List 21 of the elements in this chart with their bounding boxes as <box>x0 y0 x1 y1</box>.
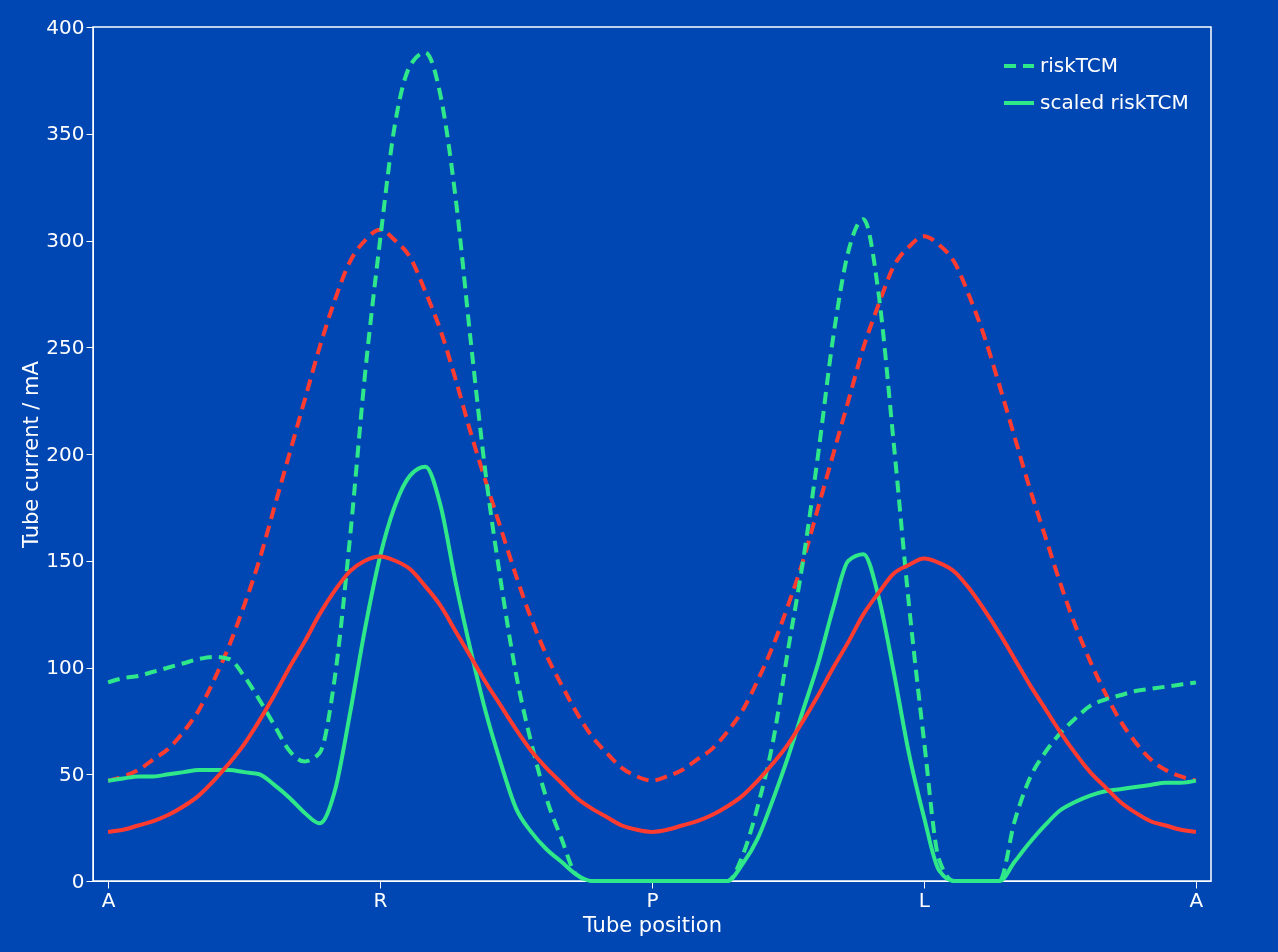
y-tick-label: 350 <box>46 121 85 146</box>
y-tick-label: 200 <box>46 441 85 466</box>
line-series <box>106 554 1198 834</box>
y-tick-label: 250 <box>46 334 85 359</box>
line-series <box>106 227 1198 783</box>
y-tick-label: 400 <box>46 14 85 39</box>
y-axis-title: Tube current / mA <box>19 360 44 549</box>
x-tick-label: A <box>101 887 116 912</box>
x-axis-title: Tube position <box>581 912 723 937</box>
x-tick-label: L <box>918 887 931 912</box>
x-tick-label: R <box>373 887 388 912</box>
y-tick-label: 300 <box>46 228 85 252</box>
y-tick-label: 150 <box>46 548 85 573</box>
legend-label: scaled riskTCM <box>1040 90 1189 114</box>
y-tick-label: 100 <box>46 655 85 679</box>
y-tick-label: 0 <box>71 868 85 893</box>
x-tick-label: P <box>646 887 659 912</box>
line-series <box>106 50 1198 883</box>
legend-label: riskTCM <box>1040 53 1119 77</box>
y-tick-label: 50 <box>59 761 85 786</box>
x-tick-label: A <box>1189 887 1204 912</box>
